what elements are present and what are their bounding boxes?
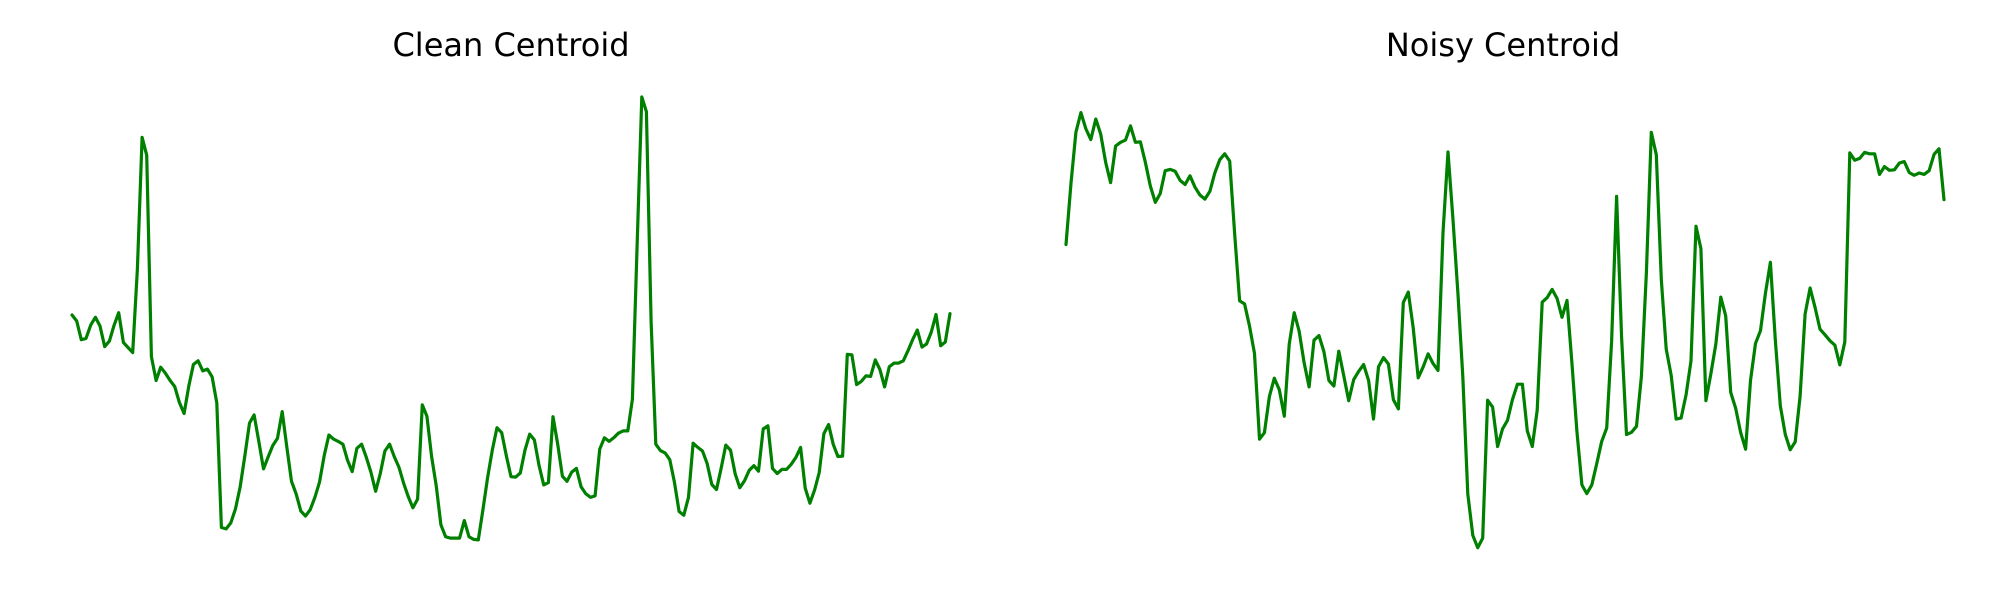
chart-title-noisy: Noisy Centroid (1386, 26, 1620, 64)
chart-panel-noisy: Noisy Centroid (1064, 26, 1946, 550)
series-line-noisy (1064, 110, 1946, 550)
chart-title-clean: Clean Centroid (392, 26, 629, 64)
chart-panel-clean: Clean Centroid (70, 26, 952, 542)
series-line-clean (70, 95, 952, 542)
